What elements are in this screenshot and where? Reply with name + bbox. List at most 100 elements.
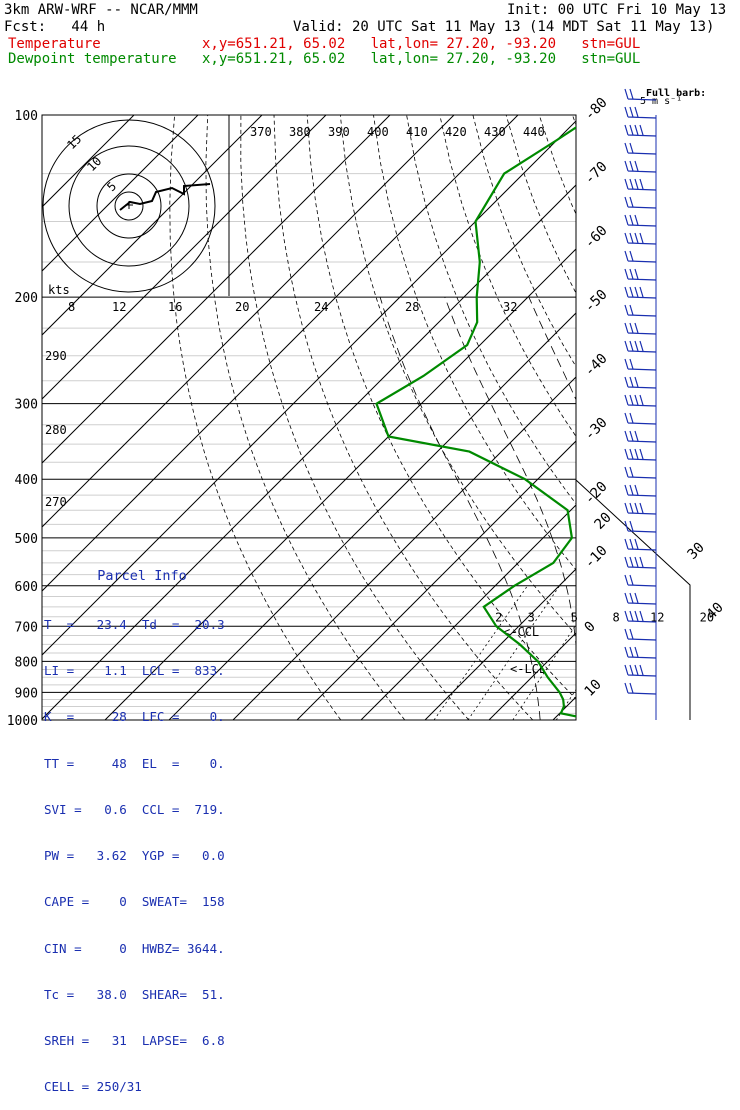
parcel-row: CIN = 0 HWBZ= 3644. xyxy=(44,941,232,956)
wind-barb xyxy=(625,125,656,136)
wind-barb xyxy=(625,485,656,496)
theta-side-label: 270 xyxy=(45,495,67,509)
isotherm-line xyxy=(553,115,740,720)
parcel-row: SVI = 0.6 CCL = 719. xyxy=(44,802,232,817)
parcel-row: TT = 48 EL = 0. xyxy=(44,756,232,771)
pressure-tick: 100 xyxy=(15,109,38,124)
parcel-info-panel: Parcel Info T = 23.4 Td = 20.3 LI = 1.1 … xyxy=(44,538,232,728)
isotherm-line xyxy=(169,115,740,720)
wind-barb xyxy=(625,215,656,226)
temperature-profile xyxy=(594,115,652,720)
dry-adiabat xyxy=(539,115,740,720)
hodograph-ring-label: 5 xyxy=(104,179,119,194)
parcel-row: CAPE = 0 SWEAT= 158 xyxy=(44,894,232,909)
isotherm-label: 10 xyxy=(582,677,605,700)
wind-barb xyxy=(625,503,656,514)
wind-barb xyxy=(625,197,656,208)
pressure-tick: 1000 xyxy=(7,714,38,729)
wind-barb xyxy=(625,539,656,550)
theta-label: 390 xyxy=(328,125,350,139)
moist-adiabat xyxy=(529,297,625,720)
wind-barb xyxy=(625,323,656,334)
wind-barb xyxy=(625,647,656,658)
dry-adiabat xyxy=(639,115,740,720)
theta-label: 440 xyxy=(523,125,545,139)
parcel-row: T = 23.4 Td = 20.3 xyxy=(44,617,232,632)
mixing-ratio-label: 8 xyxy=(612,610,619,624)
wind-barb xyxy=(625,377,656,388)
hodograph-scale-label: 24 xyxy=(314,300,328,314)
mixing-ratio-label: 3 xyxy=(528,610,535,624)
dry-adiabat xyxy=(672,115,740,720)
wind-barb xyxy=(625,179,656,190)
wind-barb xyxy=(625,683,656,694)
isotherm-label: 30 xyxy=(685,540,708,563)
mixing-ratio-line xyxy=(596,586,680,720)
isotherm-label: -60 xyxy=(582,223,611,252)
pressure-tick: 200 xyxy=(15,291,38,306)
wind-barb xyxy=(625,269,656,280)
wind-barb xyxy=(625,107,656,118)
pressure-tick: 800 xyxy=(15,655,38,670)
parcel-info-title: Parcel Info xyxy=(44,569,232,584)
wind-barb xyxy=(625,341,656,352)
dry-adiabat xyxy=(506,115,740,720)
isotherm-label: 0 xyxy=(582,619,599,636)
hodograph-scale-label: 28 xyxy=(405,300,419,314)
theta-side-label: 290 xyxy=(45,349,67,363)
isotherm-label: -10 xyxy=(582,543,611,572)
wind-barb xyxy=(625,629,656,640)
hodograph-ring-label: 10 xyxy=(84,154,104,174)
pressure-tick: 500 xyxy=(15,532,38,547)
isotherm-line xyxy=(233,115,740,720)
isotherm-line xyxy=(361,115,740,720)
dry-adiabat xyxy=(705,115,740,720)
isotherm-line xyxy=(617,115,740,720)
theta-label: 400 xyxy=(367,125,389,139)
isotherm-label: -70 xyxy=(582,159,611,188)
pressure-tick: 900 xyxy=(15,686,38,701)
hodograph-unit: kts xyxy=(48,283,70,297)
wind-barb xyxy=(625,431,656,442)
dry-adiabat xyxy=(241,115,469,720)
theta-side-label: 280 xyxy=(45,423,67,437)
parcel-row: Tc = 38.0 SHEAR= 51. xyxy=(44,987,232,1002)
wind-barb xyxy=(625,593,656,604)
parcel-row: LI = 1.1 LCL = 833. xyxy=(44,663,232,678)
hodograph-scale-label: 16 xyxy=(168,300,182,314)
theta-label: 420 xyxy=(445,125,467,139)
hodograph-scale-label: 8 xyxy=(68,300,75,314)
isotherm-line xyxy=(425,115,740,720)
wind-barb xyxy=(625,575,656,586)
wind-barb xyxy=(625,395,656,406)
parcel-row: K = 28 LFC = 0. xyxy=(44,709,232,724)
theta-label: 370 xyxy=(250,125,272,139)
wind-barb xyxy=(625,161,656,172)
pressure-tick: 700 xyxy=(15,620,38,635)
wind-barb xyxy=(625,287,656,298)
mixing-ratio-label: 2 xyxy=(495,610,502,624)
hodograph-trace xyxy=(120,184,210,210)
theta-label: 430 xyxy=(484,125,506,139)
wind-barb xyxy=(625,233,656,244)
wind-barb xyxy=(625,305,656,316)
pressure-tick: 300 xyxy=(15,398,38,413)
moist-adiabat xyxy=(638,297,684,720)
barb-legend-unit: 5 m s⁻¹ xyxy=(640,96,682,107)
theta-label: 380 xyxy=(289,125,311,139)
wind-barb xyxy=(625,143,656,154)
isotherm-label: -80 xyxy=(582,95,611,124)
wind-barb xyxy=(625,521,656,532)
dry-adiabat xyxy=(274,115,533,720)
isotherm-label: -30 xyxy=(582,415,611,444)
moist-adiabat xyxy=(380,297,540,720)
wind-barb xyxy=(625,557,656,568)
wind-barb xyxy=(625,251,656,262)
theta-label: 410 xyxy=(406,125,428,139)
wind-barb xyxy=(625,413,656,424)
pressure-tick: 400 xyxy=(15,473,38,488)
hodograph-scale-label: 20 xyxy=(235,300,249,314)
isotherm-label: -20 xyxy=(582,479,611,508)
wind-barb xyxy=(625,665,656,676)
isotherm-label: -40 xyxy=(582,351,611,380)
